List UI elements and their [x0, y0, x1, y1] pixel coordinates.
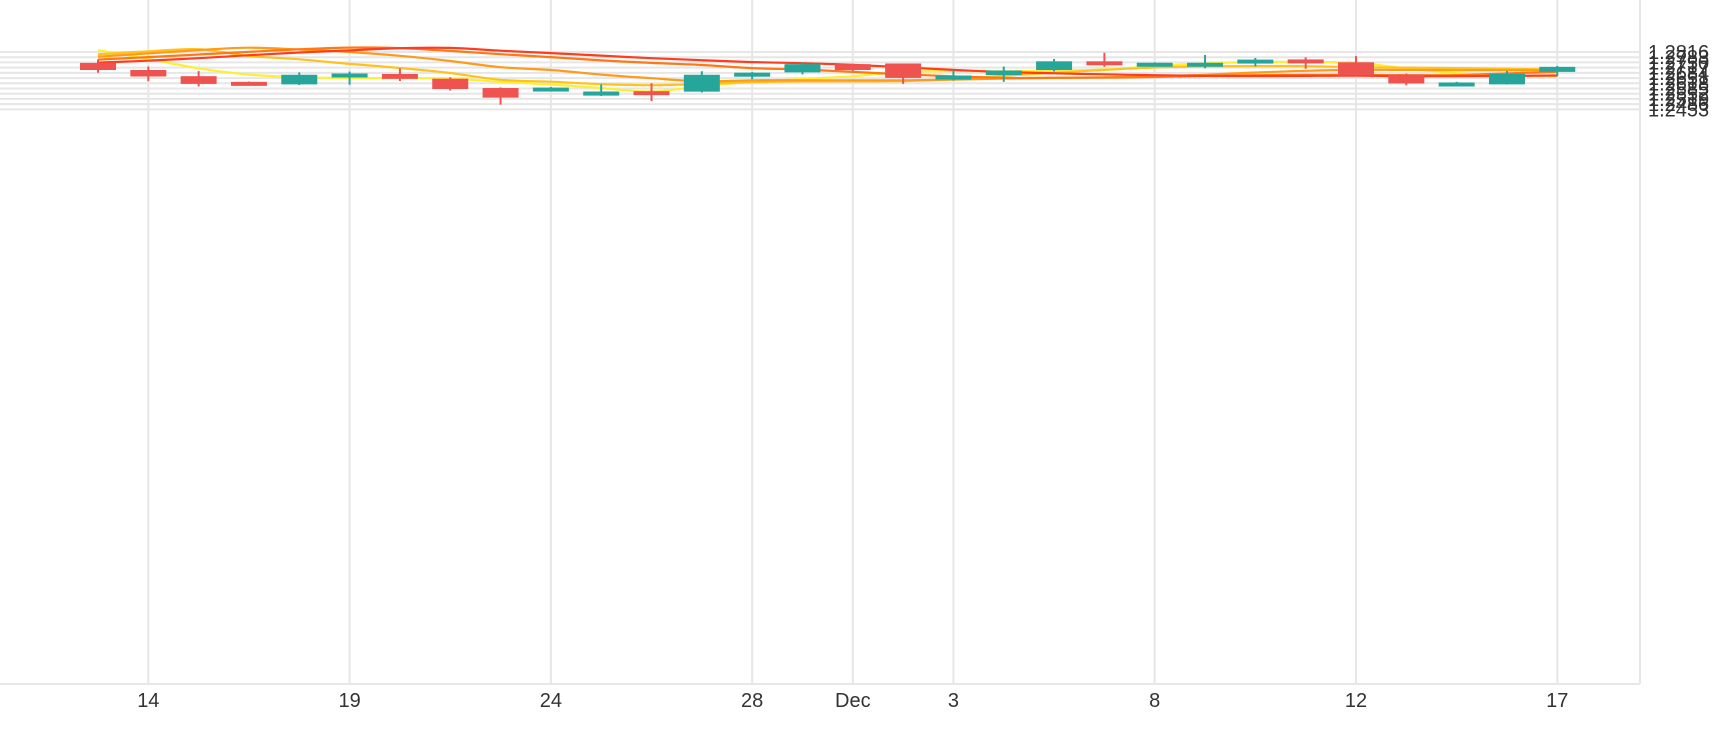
candle-up	[985, 66, 1022, 82]
candle-body	[1388, 74, 1425, 84]
candle-up	[784, 62, 821, 75]
candle-down	[1388, 73, 1425, 86]
x-tick-label: Dec	[835, 690, 871, 712]
moving-average-line	[97, 46, 1558, 78]
y-tick-label: 1.2585	[1648, 78, 1709, 100]
candle-body	[1036, 61, 1073, 71]
candle-up	[1488, 70, 1525, 85]
y-tick-label: 1.2453	[1648, 99, 1709, 121]
candle-down	[885, 63, 922, 84]
candle-up	[734, 72, 771, 80]
candle-down	[834, 63, 871, 71]
candle-down	[633, 83, 670, 102]
y-axis-labels: 1.28161.27831.27501.27171.26841.26511.26…	[1648, 42, 1709, 121]
candle-down	[482, 87, 519, 105]
x-tick-label: 3	[948, 690, 959, 712]
candle-down	[1338, 56, 1374, 77]
candles	[80, 52, 1576, 105]
x-tick-label: 17	[1546, 690, 1568, 712]
candle-body	[482, 88, 519, 98]
candle-down	[1287, 57, 1324, 69]
candle-body	[331, 73, 368, 78]
candle-up	[1036, 58, 1073, 72]
candle-body	[80, 62, 116, 71]
candle-body	[1338, 62, 1374, 76]
y-tick-label: 1.2750	[1648, 52, 1709, 74]
x-tick-label: 8	[1149, 690, 1160, 712]
candle-body	[734, 72, 771, 77]
candle-body	[583, 91, 620, 96]
x-tick-label: 14	[137, 690, 159, 712]
candle-body	[1438, 82, 1475, 87]
candle-body	[432, 78, 469, 89]
candle-body	[683, 74, 720, 92]
y-tick-label: 1.2519	[1648, 89, 1709, 111]
candle-body	[281, 74, 318, 85]
candle-body	[130, 70, 167, 77]
candle-up	[1438, 81, 1475, 87]
y-tick-label: 1.2486	[1648, 94, 1709, 116]
x-tick-label: 28	[741, 690, 763, 712]
candle-body	[1237, 59, 1274, 64]
candle-up	[935, 70, 972, 81]
y-tick-label: 1.2651	[1648, 68, 1709, 90]
y-gridlines	[0, 0, 1641, 685]
candle-down	[180, 71, 217, 87]
candle-up	[532, 87, 569, 92]
x-tick-label: 19	[338, 690, 360, 712]
candle-body	[180, 76, 217, 84]
candle-body	[1136, 62, 1173, 67]
candle-body	[1488, 73, 1525, 85]
x-gridlines	[147, 0, 1559, 684]
candle-body	[935, 75, 972, 80]
candle-down	[381, 68, 418, 82]
candle-body	[784, 64, 821, 73]
y-tick-label: 1.2552	[1648, 84, 1709, 106]
candle-body	[834, 64, 871, 71]
candle-down	[130, 66, 167, 82]
candle-down	[432, 77, 469, 91]
candle-body	[1086, 61, 1123, 66]
candle-body	[633, 91, 670, 96]
candle-down	[1086, 52, 1123, 67]
x-axis-labels: 14 19 24 28 Dec 3 8 12 17	[137, 690, 1568, 712]
x-tick-label: 12	[1345, 690, 1367, 712]
y-tick-label: 1.2684	[1648, 63, 1709, 85]
candle-down	[80, 59, 116, 73]
candle-body	[532, 87, 569, 92]
x-tick-label: 24	[540, 690, 562, 712]
candle-down	[230, 81, 267, 86]
candle-up	[1187, 55, 1224, 69]
candle-up	[1539, 65, 1576, 77]
candle-up	[1237, 58, 1274, 67]
candle-body	[230, 81, 267, 86]
candle-up	[331, 71, 368, 85]
candle-body	[985, 70, 1022, 76]
moving-average-lines	[97, 46, 1558, 93]
y-tick-label: 1.2816	[1648, 42, 1709, 64]
candle-up	[683, 71, 720, 93]
candle-body	[885, 63, 922, 78]
candle-body	[1539, 66, 1576, 72]
moving-average-line	[97, 46, 1558, 83]
y-tick-label: 1.2717	[1648, 58, 1709, 80]
y-tick-label: 1.2783	[1648, 47, 1709, 69]
candle-body	[1287, 59, 1324, 64]
candle-body	[381, 73, 418, 79]
y-tick-label: 1.2618	[1648, 73, 1709, 95]
candle-up	[281, 72, 318, 86]
candle-up	[583, 84, 620, 96]
candle-body	[1187, 62, 1224, 67]
candle-up	[1136, 62, 1173, 67]
